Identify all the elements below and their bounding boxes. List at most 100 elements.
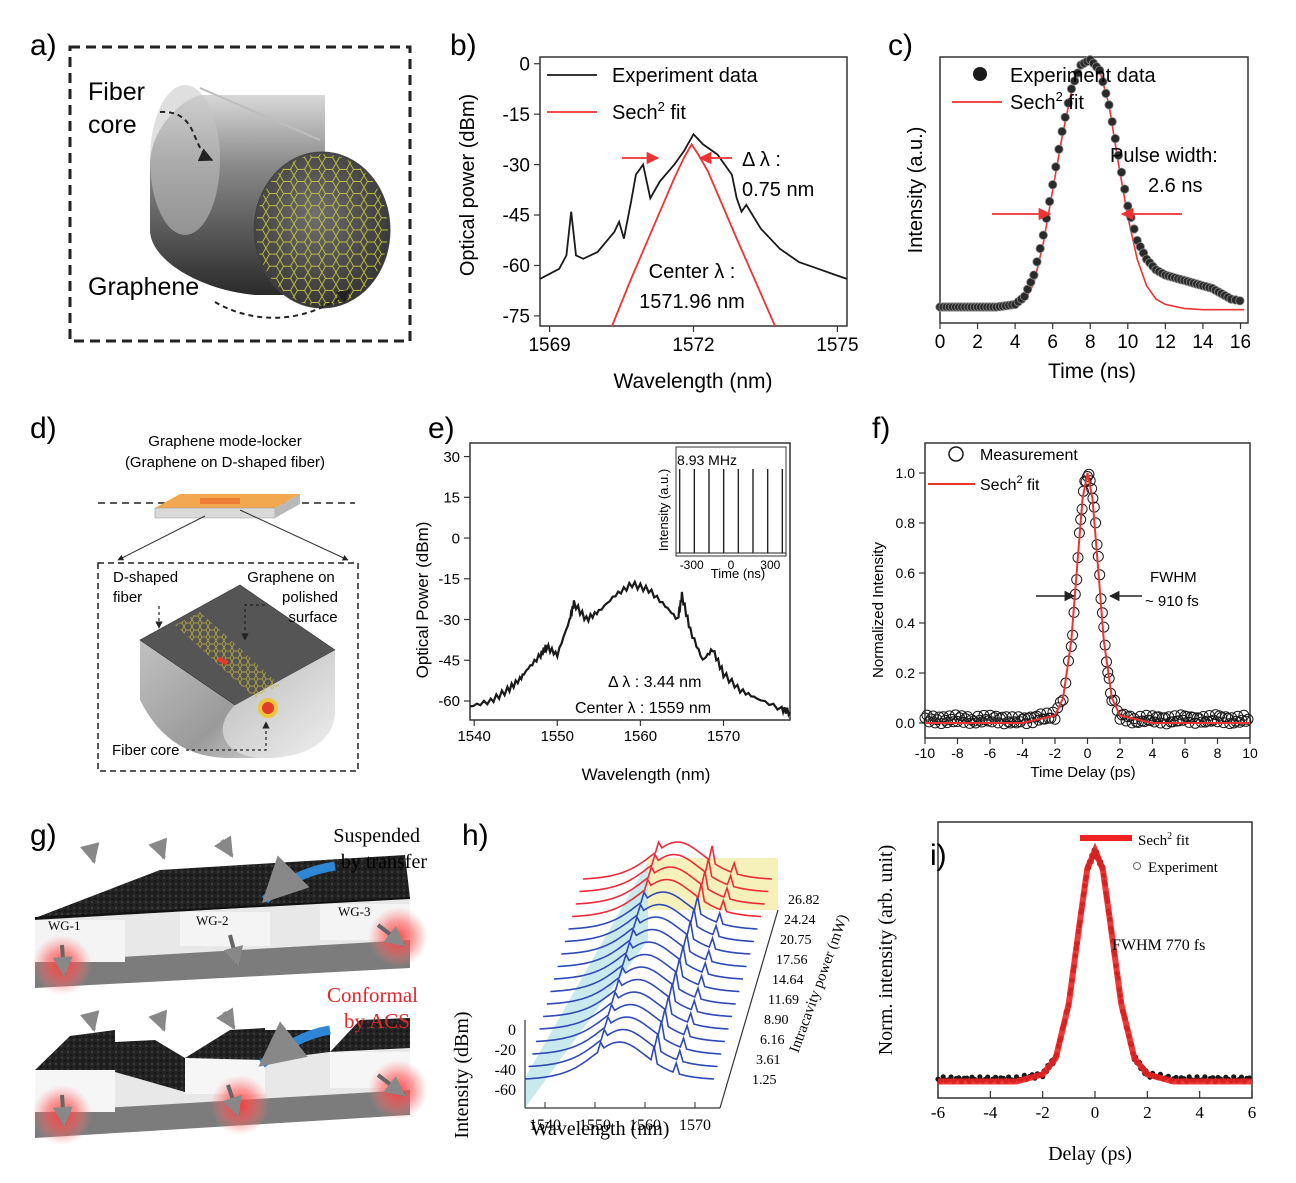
panel-f-frame bbox=[924, 442, 1251, 739]
data-point bbox=[1101, 88, 1111, 99]
panel-b-x-tick-label: 1575 bbox=[816, 335, 858, 356]
y-tick-label: 0 bbox=[508, 1022, 516, 1039]
data-point bbox=[1032, 257, 1042, 267]
panel-e-xlabel: Wavelength (nm) bbox=[582, 765, 711, 784]
device-conformal bbox=[32, 1007, 428, 1145]
panel-e-y-tick-label: -45 bbox=[438, 653, 460, 670]
panel-i-x-tick-label: -2 bbox=[1036, 1103, 1050, 1122]
legend-fit: Sech2 fit bbox=[980, 474, 1040, 494]
fwhm-value-f: ~ 910 fs bbox=[1145, 593, 1199, 610]
data-point bbox=[1110, 134, 1120, 144]
panel-i: Norm. intensity (arb. unit) Delay (ps) -… bbox=[875, 821, 1256, 1165]
data-point bbox=[1052, 702, 1064, 714]
series-low-power bbox=[535, 1002, 725, 1043]
pulse-width-label: Pulse width: bbox=[1110, 145, 1218, 167]
y-tick-label: -20 bbox=[495, 1042, 516, 1059]
panel-b-x-tick-label: 1572 bbox=[672, 335, 714, 356]
data-point bbox=[1057, 126, 1067, 137]
fwhm-label-i: FWHM 770 fs bbox=[1112, 937, 1205, 954]
panel-f-y-tick-label: 0.6 bbox=[896, 565, 916, 581]
fiber-cylinder bbox=[150, 85, 391, 309]
data-point bbox=[1205, 715, 1217, 727]
panel-d-label: d) bbox=[30, 412, 57, 445]
series-high-power bbox=[572, 877, 762, 918]
x-tick-label: 1540 bbox=[529, 1117, 561, 1134]
data-point bbox=[1202, 1074, 1208, 1080]
y-tick-label: -60 bbox=[495, 1082, 516, 1099]
dshaped-label-1: D-shaped bbox=[113, 569, 178, 586]
data-point bbox=[1095, 65, 1105, 75]
panel-e-plot: 1540 1550 1560 1570 30 15 0 -15 -30 -45 -60 bbox=[438, 442, 791, 745]
data-point bbox=[1006, 711, 1018, 723]
panel-c-x-tick-label: 4 bbox=[1010, 332, 1021, 353]
z-tick-label: 11.69 bbox=[768, 993, 799, 1008]
polished-label-3: surface bbox=[288, 609, 337, 626]
panel-e-y-tick-label: -60 bbox=[438, 693, 460, 710]
data-point bbox=[921, 709, 933, 721]
panel-i-x-tick-label: 2 bbox=[1143, 1103, 1152, 1122]
panel-f-x-tick-label: 6 bbox=[1181, 745, 1189, 761]
panel-c-xlabel: Time (ns) bbox=[1048, 360, 1136, 383]
panel-i-ylabel: Norm. intensity (arb. unit) bbox=[875, 845, 897, 1056]
inset-tick-label: -300 bbox=[680, 558, 704, 572]
panel-h-ylabel: Intensity (dBm) bbox=[451, 1011, 473, 1138]
wg2-label: WG-2 bbox=[196, 913, 229, 928]
panel-b-y-tick-label: -15 bbox=[503, 105, 530, 126]
panel-f-y-tick-label: 1.0 bbox=[896, 465, 916, 481]
panel-f-y-tick-label: 0.2 bbox=[896, 665, 916, 681]
panel-i-xlabel: Delay (ps) bbox=[1048, 1143, 1132, 1165]
panel-e-y-tick-label: -15 bbox=[438, 571, 460, 588]
legend-marker-experiment bbox=[1133, 862, 1141, 870]
panel-h-plot: 1540 1550 1560 1570 0 -20 -40 -60 1.25 3.61 6.16 8.… bbox=[495, 840, 820, 1134]
data-point bbox=[948, 1074, 954, 1080]
wg1-label: WG-1 bbox=[48, 918, 81, 933]
data-point bbox=[1232, 710, 1244, 722]
wg3-label: WG-3 bbox=[338, 904, 371, 919]
series-low-power bbox=[568, 890, 758, 930]
panel-b-ylabel: Optical power (dBm) bbox=[457, 94, 479, 276]
panel-b-y-tick-label: -45 bbox=[503, 206, 530, 227]
data-point bbox=[1070, 76, 1080, 86]
z-tick-label: 8.90 bbox=[764, 1013, 789, 1028]
side-wall bbox=[525, 862, 648, 1108]
graphene-label: Graphene bbox=[88, 273, 199, 301]
conformal-label-2: by ACS bbox=[344, 1009, 410, 1033]
modelocker-title-2: (Graphene on D-shaped fiber) bbox=[125, 454, 325, 471]
panel-f-x-tick-label: 4 bbox=[1149, 745, 1157, 761]
x-tick-label: 1550 bbox=[579, 1117, 611, 1134]
series-low-power bbox=[532, 1015, 722, 1055]
center-lambda-label: Center λ : bbox=[649, 261, 736, 283]
panel-b-legend: Experiment data Sech2 fit bbox=[547, 65, 759, 124]
delta-lambda-label: Δ λ : bbox=[742, 149, 781, 171]
data-point bbox=[1066, 84, 1077, 94]
delta-lambda-value: 0.75 nm bbox=[742, 179, 814, 201]
series-low-power bbox=[550, 952, 740, 993]
panel-b-xlabel: Wavelength (nm) bbox=[613, 370, 772, 393]
series-low-power bbox=[553, 940, 744, 980]
panel-e-y-tick-label: -30 bbox=[438, 612, 460, 629]
data-point bbox=[1236, 714, 1248, 726]
panel-e-label: e) bbox=[428, 412, 455, 445]
panel-b-y-tick-label: 0 bbox=[519, 54, 530, 75]
series-experiment-data bbox=[539, 132, 848, 280]
panel-f-y-tick-label: 0.0 bbox=[896, 715, 916, 731]
panel-f-x-tick-label: 2 bbox=[1116, 745, 1124, 761]
data-point bbox=[1194, 1074, 1200, 1080]
delta-lambda-e: Δ λ : 3.44 nm bbox=[608, 674, 701, 691]
data-point bbox=[1235, 296, 1245, 306]
x-tick-label: 1560 bbox=[629, 1117, 661, 1134]
fwhm-label-f: FWHM bbox=[1150, 569, 1197, 586]
data-point bbox=[1116, 167, 1127, 177]
panel-b: b) Optical power (dBm) Wavelength (nm) 1… bbox=[450, 29, 859, 393]
series-high-power bbox=[579, 852, 769, 893]
legend-fit: Sech2 fit bbox=[612, 99, 686, 124]
panel-b-label: b) bbox=[450, 29, 477, 62]
panel-c-label: c) bbox=[888, 29, 913, 62]
panel-i-x-tick-label: 4 bbox=[1195, 1103, 1204, 1122]
data-point bbox=[1098, 77, 1108, 87]
data-point bbox=[945, 713, 957, 725]
panel-f-x-tick-label: 10 bbox=[1242, 745, 1258, 761]
panel-d: d) Graphene mode-locker (Graphene on D-s… bbox=[30, 412, 359, 772]
data-point bbox=[1123, 201, 1133, 211]
series-low-power bbox=[543, 977, 733, 1018]
